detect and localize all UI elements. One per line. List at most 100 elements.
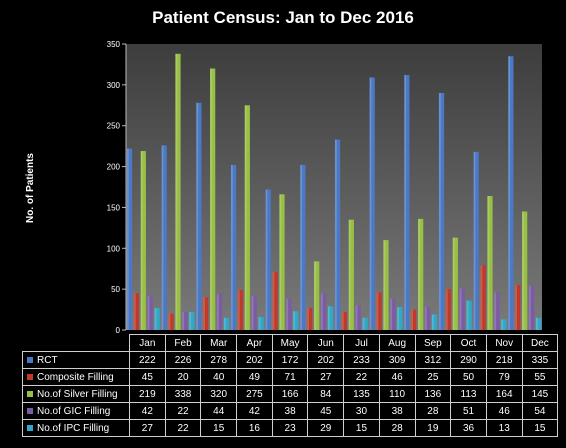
bar-no-of-gic-filling-nov [494, 292, 500, 330]
bar-highlight [452, 237, 455, 330]
bar-highlight [459, 288, 462, 330]
bar-no-of-silver-filling-nov [487, 195, 493, 330]
x-tick-label: Aug [378, 334, 416, 352]
data-value-cell: 38 [378, 402, 416, 420]
bar-highlight [501, 319, 504, 330]
data-value-cell: 49 [236, 368, 273, 386]
bar-composite-filling-jan [133, 293, 140, 330]
bar-highlight [307, 307, 309, 330]
bar-no-of-silver-filling-jan [140, 151, 146, 330]
legend-label: No.of Silver Filling [37, 388, 118, 400]
bar-no-of-gic-filling-aug [390, 298, 396, 330]
bar-highlight [535, 317, 538, 330]
data-value-cell: 23 [271, 419, 309, 437]
data-value-cell: 219 [129, 385, 166, 403]
data-value-cell: 202 [307, 351, 345, 369]
data-value-cell: 45 [129, 368, 166, 386]
data-value-cell: 145 [521, 385, 559, 403]
bar-highlight [168, 313, 171, 330]
data-value-cell: 84 [307, 385, 345, 403]
legend-entry: No.of IPC Filling [22, 419, 130, 437]
data-value-cell: 22 [164, 419, 202, 437]
bar-highlight [189, 312, 192, 330]
bar-composite-filling-aug [376, 292, 382, 330]
chart-title: Patient Census: Jan to Dec 2016 [152, 8, 414, 27]
data-value-cell: 44 [200, 402, 238, 420]
bar-rct-feb [161, 145, 167, 330]
bar-highlight [314, 261, 316, 330]
data-value-cell: 13 [485, 419, 523, 437]
table-row: No.of Silver Filling 219 338 320 275 166 84 135… [22, 385, 559, 403]
table-row: Composite Filling 45 20 40 49 71 27 22 46 25 50 79 5… [22, 368, 559, 386]
bar-no-of-silver-filling-sep [418, 218, 424, 330]
y-tick-label: 200 [107, 163, 121, 172]
data-value-cell: 79 [485, 368, 523, 386]
data-value-cell: 30 [343, 402, 380, 420]
bar-highlight [327, 306, 330, 330]
bar-rct-oct [438, 93, 445, 330]
bar-no-of-gic-filling-jan [147, 295, 153, 330]
data-value-cell: 335 [521, 351, 559, 369]
x-tick-label: Jan [129, 334, 166, 352]
data-table: Jan Feb Mar Apr May Jun Jul Aug Sep Oct Nov Dec RCT 2… [22, 334, 559, 437]
data-value-cell: 320 [200, 385, 238, 403]
bar-rct-may [265, 189, 271, 330]
bar-highlight [175, 53, 178, 331]
bar-rct-dec [508, 56, 514, 330]
data-value-cell: 290 [450, 351, 487, 369]
data-value-cell: 15 [343, 419, 380, 437]
data-value-cell: 15 [200, 419, 238, 437]
data-value-cell: 55 [521, 368, 559, 386]
bar-rct-jan [126, 148, 133, 330]
table-row: No.of IPC Filling 27 22 15 16 23 29 15 28 19 36 13 1… [22, 419, 559, 437]
y-tick-label: 50 [111, 285, 120, 294]
data-value-cell: 36 [450, 419, 487, 437]
bar-no-of-silver-filling-aug [383, 240, 389, 330]
y-tick-label: 350 [107, 40, 121, 49]
bar-highlight [286, 298, 289, 330]
bar-highlight [348, 219, 351, 330]
bar-no-of-gic-filling-may [286, 298, 292, 330]
data-value-cell: 22 [164, 402, 202, 420]
data-value-cell: 110 [378, 385, 416, 403]
bar-highlight [216, 294, 219, 330]
data-value-cell: 45 [307, 402, 345, 420]
bar-no-of-silver-filling-may [279, 194, 285, 330]
bar-highlight [161, 145, 164, 330]
bar-highlight [473, 151, 476, 330]
data-value-cell: 233 [343, 351, 380, 369]
bar-composite-filling-mar [203, 297, 209, 330]
data-value-cell: 46 [378, 368, 416, 386]
bar-no-of-silver-filling-dec [522, 211, 528, 330]
data-value-cell: 42 [129, 402, 166, 420]
data-value-cell: 29 [307, 419, 345, 437]
bar-highlight [404, 75, 407, 330]
bar-no-of-ipc-filling-jul [362, 317, 368, 330]
bar-no-of-silver-filling-mar [210, 68, 216, 330]
y-tick-label: 0 [116, 326, 121, 335]
legend-label: RCT [37, 354, 58, 366]
data-value-cell: 71 [271, 368, 309, 386]
data-value-cell: 218 [485, 351, 523, 369]
bar-highlight [376, 292, 379, 330]
bar-rct-aug [369, 77, 375, 330]
bar-highlight [515, 285, 517, 330]
plot-background [126, 44, 542, 330]
data-value-cell: 20 [164, 368, 202, 386]
data-value-cell: 172 [271, 351, 309, 369]
bar-composite-filling-nov [480, 265, 486, 330]
table-row: RCT 222 226 278 202 172 202 233 309 312 290 218 335 [22, 351, 559, 369]
x-tick-label: Nov [485, 334, 523, 352]
legend-swatch [27, 356, 33, 363]
bar-no-of-ipc-filling-nov [501, 319, 507, 330]
data-value-cell: 278 [200, 351, 238, 369]
bar-highlight [480, 265, 483, 330]
y-tick-label: 250 [107, 122, 121, 131]
bar-highlight [397, 307, 400, 330]
bar-no-of-ipc-filling-jan [154, 307, 160, 330]
data-value-cell: 136 [414, 385, 452, 403]
legend-label: No.of IPC Filling [37, 422, 110, 434]
legend-swatch [27, 424, 33, 431]
data-value-cell: 50 [450, 368, 487, 386]
legend-label: Composite Filling [37, 371, 114, 383]
